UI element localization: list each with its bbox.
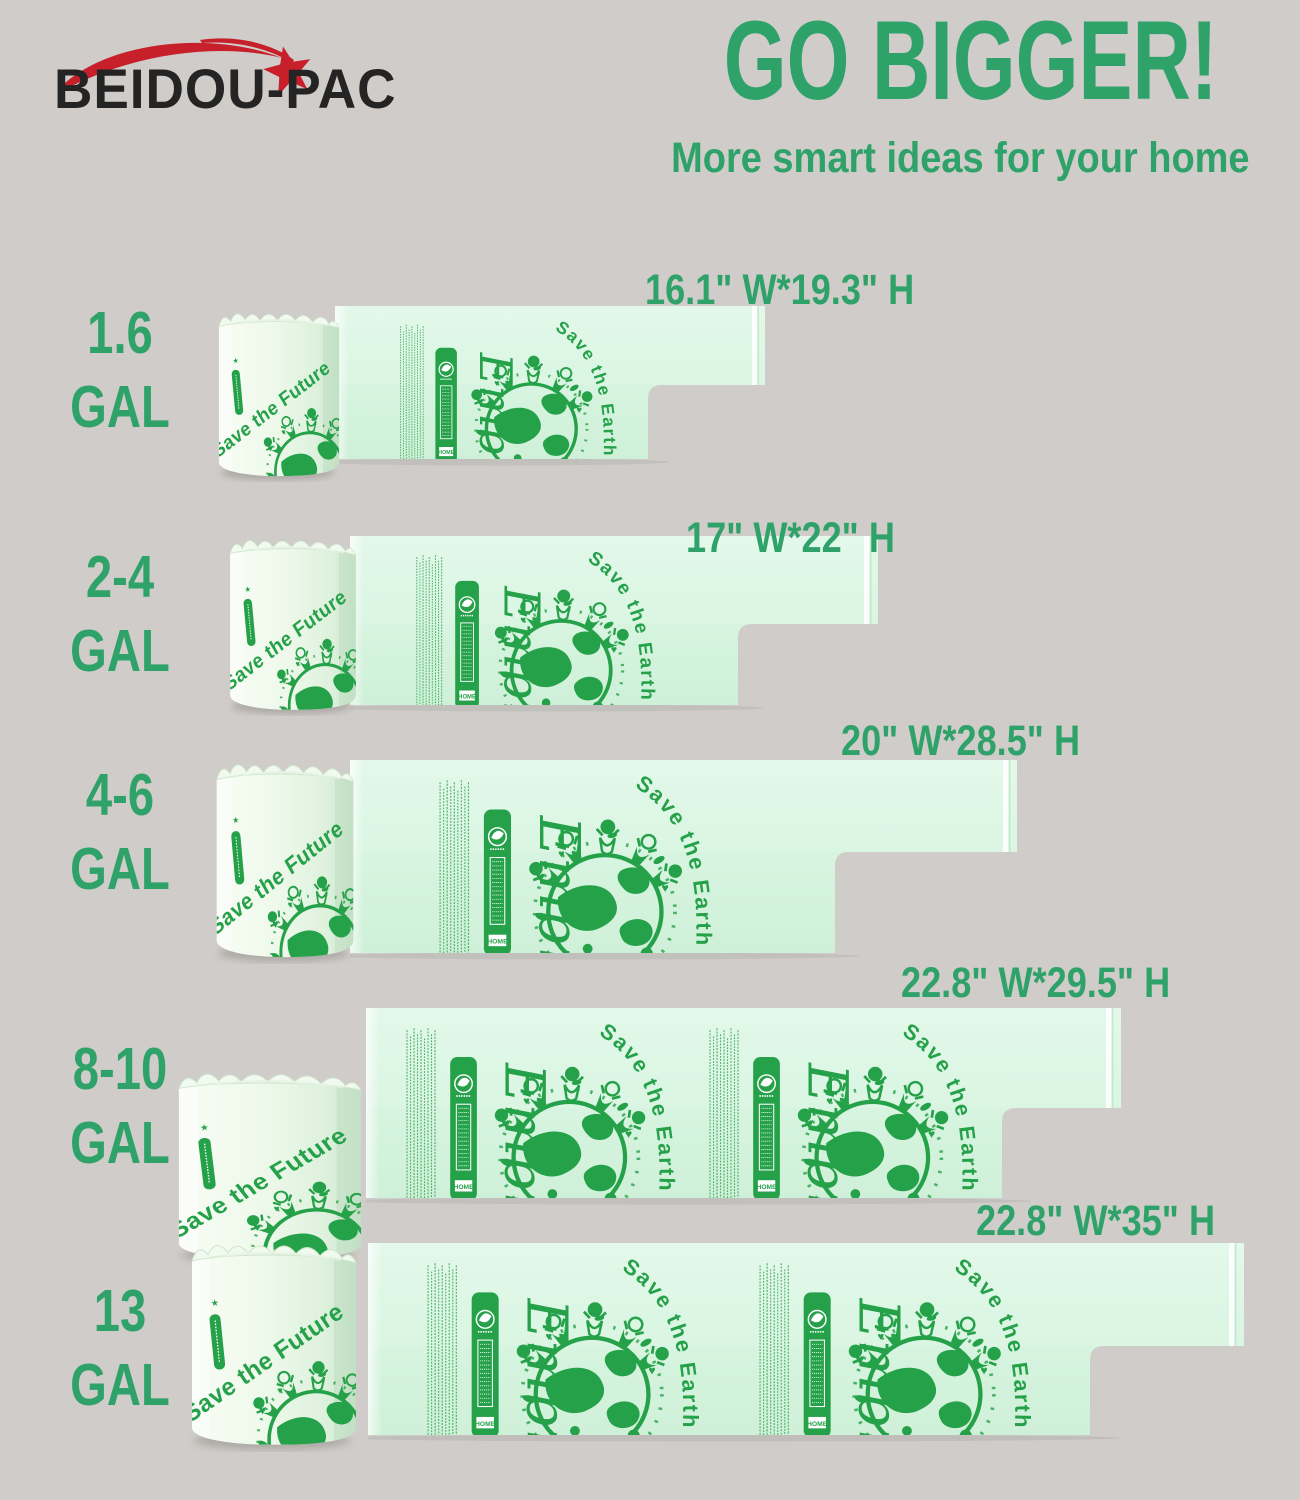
size-label-1: 1.6 GAL	[70, 300, 170, 440]
brand-logo: BEIDOU-PAC	[50, 18, 470, 143]
bag-graphic-3	[350, 760, 1017, 960]
size-label-4: 8-10 GAL	[70, 1036, 170, 1176]
dimension-label-3: 20" W*28.5" H	[841, 717, 1081, 765]
size-label-3: 4-6 GAL	[70, 762, 170, 902]
page-title-text: GO BIGGER!	[723, 0, 1218, 123]
bag-graphic-4	[366, 1008, 1121, 1205]
bag-graphic-1	[335, 306, 765, 466]
dimension-label-1: 16.1" W*19.3" H	[645, 266, 915, 314]
roll-graphic-1	[213, 298, 345, 482]
roll-graphic-5	[184, 1226, 364, 1452]
brand-name: BEIDOU-PAC	[54, 57, 397, 120]
size-label-2: 2-4 GAL	[70, 544, 170, 684]
headline: GO BIGGER! More smart ideas for your hom…	[630, 2, 1290, 183]
dimension-label-4: 22.8" W*29.5" H	[901, 959, 1171, 1007]
size-label-5: 13 GAL	[70, 1278, 170, 1418]
page-title: GO BIGGER!	[670, 2, 1251, 120]
brand-swoosh-icon	[64, 38, 311, 96]
roll-graphic-2	[224, 524, 362, 716]
roll-graphic-3	[210, 746, 360, 964]
bag-graphic-5	[368, 1243, 1244, 1442]
brand-star-icon	[263, 46, 311, 96]
page-subtitle: More smart ideas for your home	[653, 134, 1267, 183]
page-subtitle-text: More smart ideas for your home	[670, 134, 1250, 182]
dimension-label-5: 22.8" W*35" H	[976, 1197, 1216, 1245]
dimension-label-2: 17" W*22" H	[686, 514, 895, 562]
